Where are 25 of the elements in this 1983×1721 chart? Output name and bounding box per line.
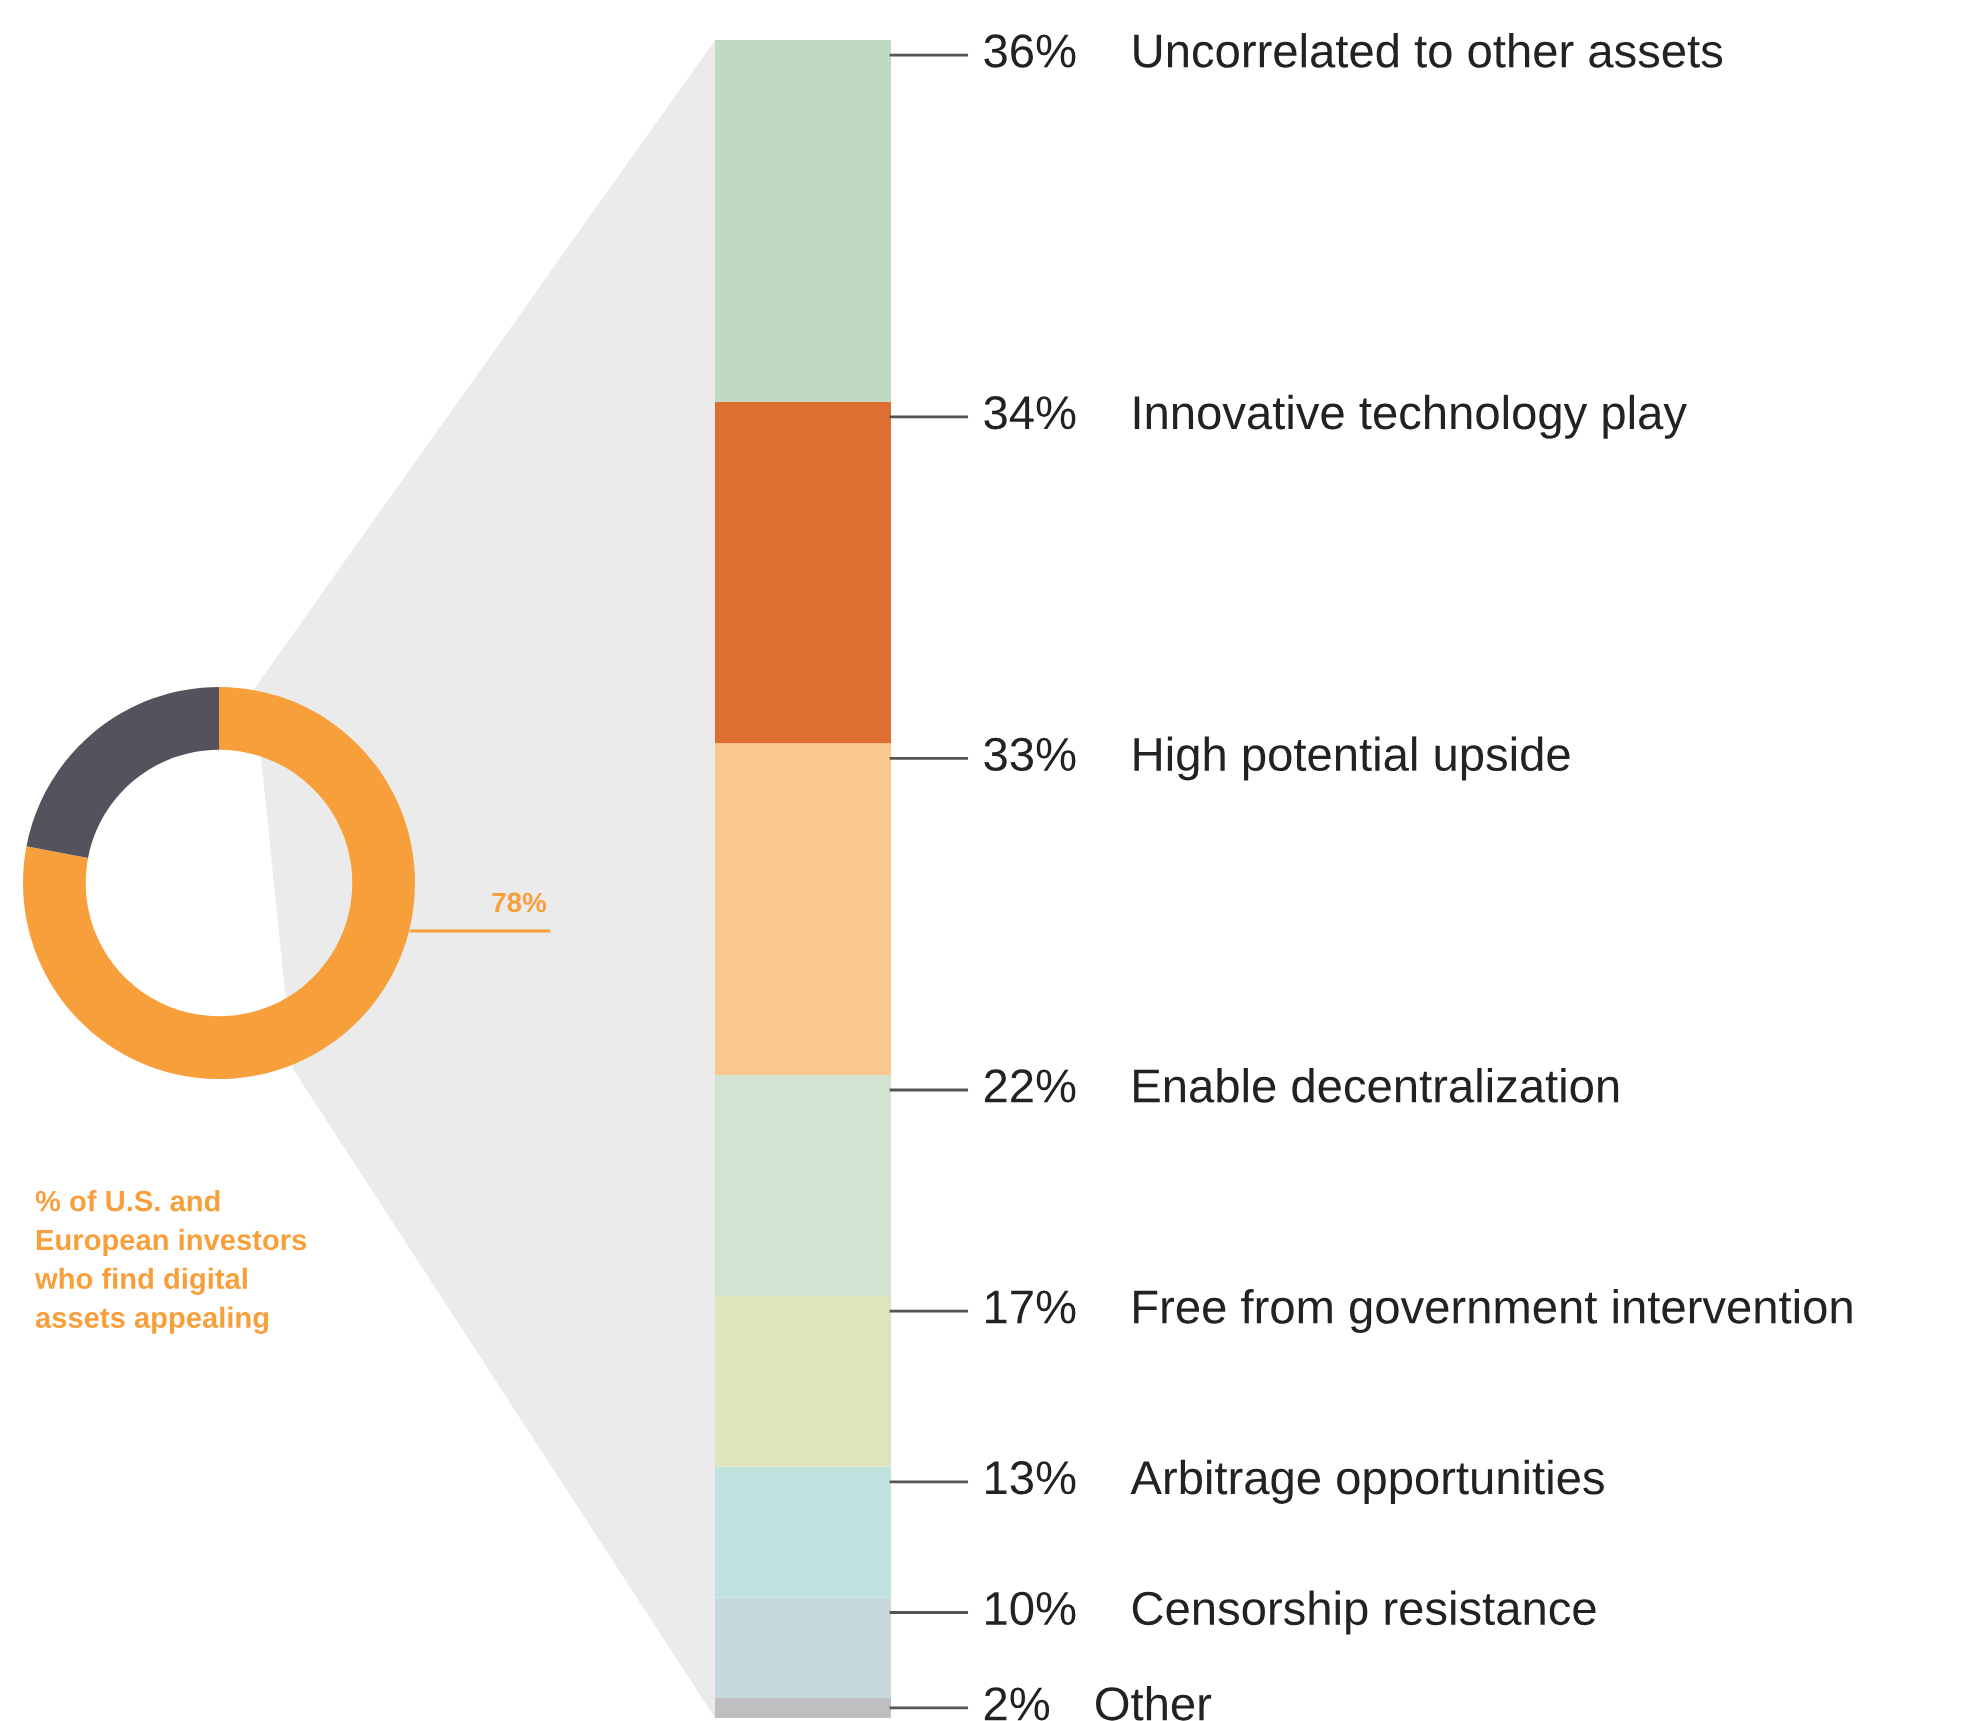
text: Arbitrage opportunities: [1130, 1459, 1604, 1504]
text: Free from government intervention: [1134, 1289, 1852, 1334]
data-label: 33%: [984, 737, 1076, 772]
bar: [715, 1295, 891, 1467]
text: High potential upside: [1134, 736, 1570, 781]
bar: [715, 1697, 891, 1718]
donut-slice: [26, 687, 219, 859]
text: Uncorrelated to other assets: [1134, 33, 1723, 68]
bar: [715, 743, 891, 1075]
bar: [715, 1074, 891, 1296]
data-label: 34%: [984, 396, 1076, 430]
text: Enable decentralization: [1134, 1068, 1619, 1103]
text: Censorship resistance: [1132, 1590, 1596, 1635]
bar: [715, 401, 891, 744]
text: Other: [1096, 1685, 1212, 1721]
data-label: 13%: [986, 1461, 1076, 1495]
data-label: 36%: [984, 34, 1076, 68]
bar: [715, 40, 891, 402]
text: % of U.S. and European investors who find digital assets appealing: [34, 1190, 307, 1334]
data-label: 78%: [492, 892, 547, 913]
data-label: 22%: [984, 1069, 1076, 1103]
text: Innovative technology play: [1134, 394, 1687, 439]
data-label: 17%: [986, 1290, 1076, 1324]
data-label: 10%: [986, 1591, 1076, 1626]
data-label: 2%: [984, 1687, 1050, 1721]
